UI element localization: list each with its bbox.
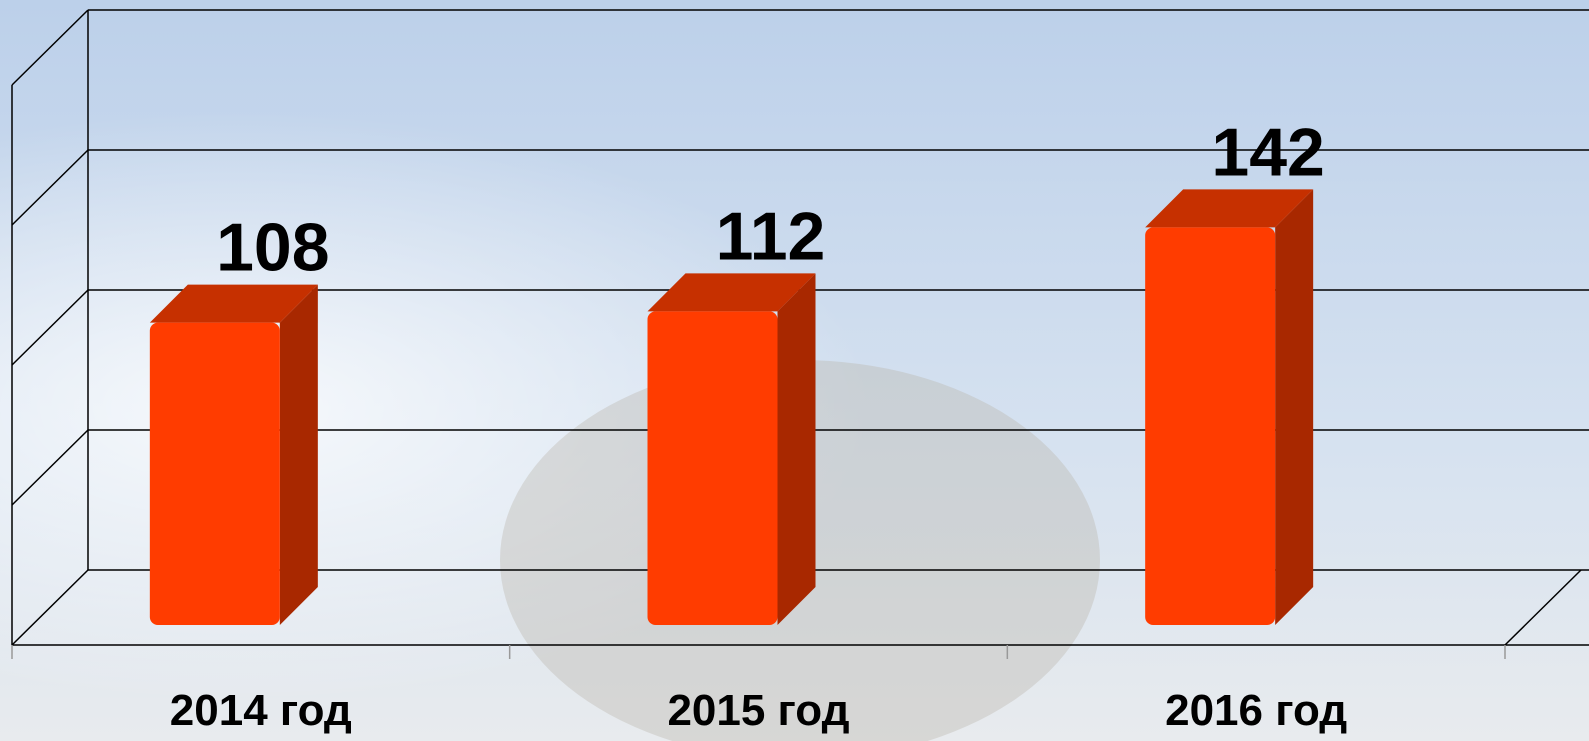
grid-line	[11, 149, 89, 226]
grid-line	[11, 429, 89, 506]
bar-top	[647, 273, 816, 312]
x-tick-label: 2015 год	[667, 686, 849, 735]
data-label: 112	[716, 198, 826, 274]
bar	[647, 311, 778, 625]
grid-line	[11, 569, 89, 646]
bar	[1145, 227, 1276, 625]
bar-side	[1275, 189, 1314, 625]
grid-line	[11, 289, 89, 366]
x-tick-label: 2016 год	[1165, 686, 1347, 735]
data-label: 142	[1211, 114, 1324, 190]
data-label: 108	[216, 210, 329, 286]
bar	[149, 322, 280, 625]
bar-side	[279, 284, 318, 625]
bar-top	[149, 284, 318, 323]
grid-line	[11, 9, 89, 86]
bar-top	[1145, 189, 1314, 228]
floor-edge	[1504, 569, 1582, 646]
x-tick-label: 2014 год	[170, 686, 352, 735]
bar-side	[777, 273, 816, 625]
